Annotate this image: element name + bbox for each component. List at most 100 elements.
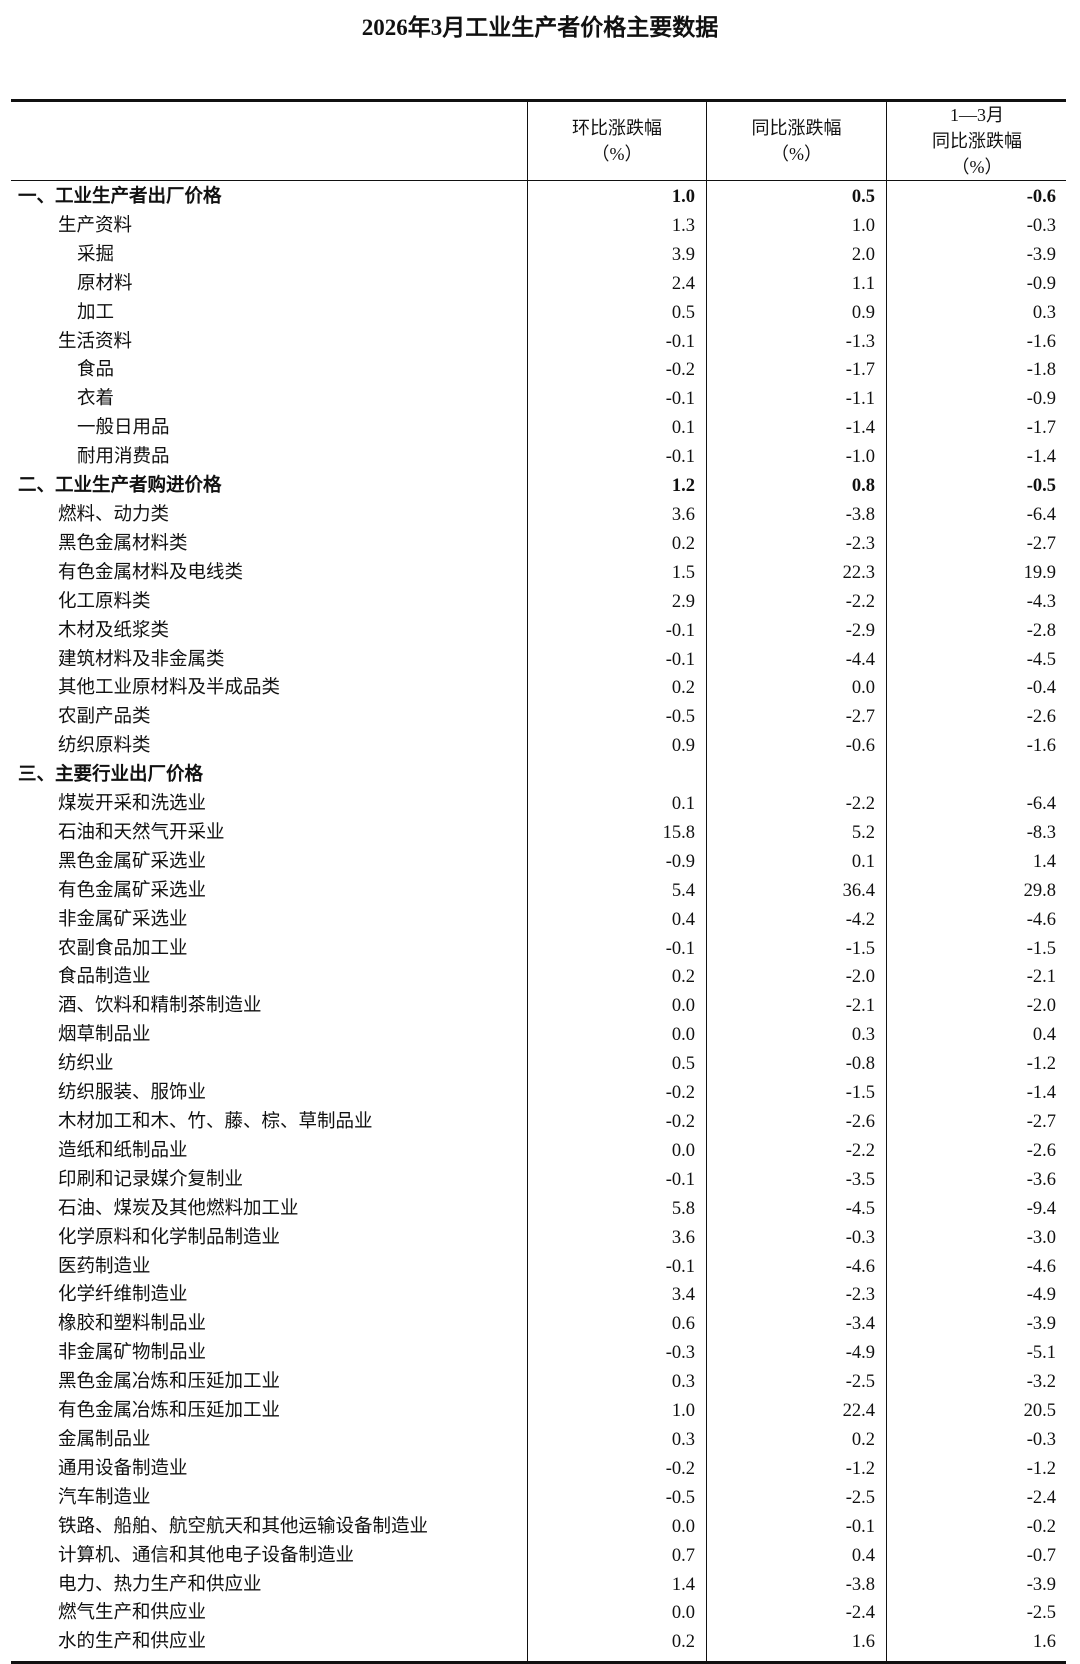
- yoy-value: -0.6: [845, 736, 875, 757]
- yoy-value: 36.4: [842, 880, 875, 901]
- mom-value: 3.6: [671, 1227, 695, 1248]
- ytd-value: 0.4: [1032, 1025, 1056, 1046]
- table-row: 化学原料和化学制品制造业 3.6 -0.3 -3.0: [11, 1224, 1066, 1253]
- row-label: 电力、热力生产和供应业: [58, 1574, 262, 1595]
- mom-value: -0.1: [665, 649, 695, 670]
- table-row: 酒、饮料和精制茶制造业 0.0 -2.1 -2.0: [11, 992, 1066, 1021]
- ytd-value: -6.4: [1026, 504, 1056, 525]
- yoy-value: 0.8: [851, 476, 875, 497]
- yoy-value: -2.5: [845, 1372, 875, 1393]
- row-label: 衣着: [77, 389, 115, 410]
- row-label: 有色金属材料及电线类: [58, 562, 244, 583]
- row-label: 原材料: [77, 273, 133, 294]
- yoy-value: -2.3: [845, 1285, 875, 1306]
- ytd-value: -2.6: [1026, 707, 1056, 728]
- ytd-value: -1.2: [1026, 1458, 1056, 1479]
- ppi-table: 环比涨跌幅 （%） 同比涨跌幅 （%） 1—3月 同比涨跌幅 （%） 一、工业生…: [11, 99, 1066, 1664]
- row-label: 燃料、动力类: [58, 504, 170, 525]
- table-row: 非金属矿物制品业 -0.3 -4.9 -5.1: [11, 1339, 1066, 1368]
- row-label: 印刷和记录媒介复制业: [58, 1169, 244, 1190]
- mom-value: 0.1: [671, 418, 695, 439]
- mom-value: -0.1: [665, 447, 695, 468]
- mom-value: 0.2: [671, 1632, 695, 1653]
- ytd-value: -0.4: [1026, 678, 1056, 699]
- mom-value: 1.4: [671, 1574, 695, 1595]
- table-row: 汽车制造业 -0.5 -2.5 -2.4: [11, 1484, 1066, 1513]
- table-row: 印刷和记录媒介复制业 -0.1 -3.5 -3.6: [11, 1166, 1066, 1195]
- mom-value: -0.1: [665, 389, 695, 410]
- ytd-value: -6.4: [1026, 794, 1056, 815]
- mom-value: 1.2: [671, 476, 695, 497]
- ytd-value: -1.4: [1026, 447, 1056, 468]
- ytd-value: -4.6: [1026, 909, 1056, 930]
- table-row: 采掘 3.9 2.0 -3.9: [11, 241, 1066, 270]
- yoy-value: -2.0: [845, 967, 875, 988]
- table-row: 生活资料 -0.1 -1.3 -1.6: [11, 328, 1066, 357]
- row-label: 煤炭开采和洗选业: [58, 794, 207, 815]
- row-label: 一般日用品: [77, 418, 170, 439]
- yoy-value: -4.2: [845, 909, 875, 930]
- mom-value: -0.2: [665, 1083, 695, 1104]
- row-label: 烟草制品业: [58, 1025, 151, 1046]
- mom-value: 0.2: [671, 533, 695, 554]
- ytd-value: -0.6: [1026, 187, 1056, 207]
- yoy-value: 1.1: [851, 273, 875, 294]
- table-row: 烟草制品业 0.0 0.3 0.4: [11, 1021, 1066, 1050]
- yoy-value: 1.6: [851, 1632, 875, 1653]
- yoy-value: -0.1: [845, 1516, 875, 1537]
- table-row: 黑色金属冶炼和压延加工业 0.3 -2.5 -3.2: [11, 1368, 1066, 1397]
- row-label: 加工: [77, 302, 115, 323]
- yoy-value: 5.2: [851, 822, 875, 843]
- table-row: 食品 -0.2 -1.7 -1.8: [11, 356, 1066, 385]
- yoy-value: -2.3: [845, 533, 875, 554]
- mom-value: 3.4: [671, 1285, 695, 1306]
- table-row: 电力、热力生产和供应业 1.4 -3.8 -3.9: [11, 1571, 1066, 1600]
- row-label: 其他工业原材料及半成品类: [58, 678, 281, 699]
- mom-value: 1.5: [671, 562, 695, 583]
- row-label: 酒、饮料和精制茶制造业: [58, 996, 262, 1017]
- ytd-value: 20.5: [1023, 1401, 1056, 1422]
- ytd-value: 19.9: [1023, 562, 1056, 583]
- yoy-value: -1.5: [845, 1083, 875, 1104]
- row-label: 建筑材料及非金属类: [58, 649, 225, 670]
- header-ytd: 1—3月 同比涨跌幅 （%）: [886, 102, 1067, 180]
- ytd-value: -4.6: [1026, 1256, 1056, 1277]
- yoy-value: 0.0: [851, 678, 875, 699]
- ytd-value: -0.3: [1026, 215, 1056, 236]
- table-row: 有色金属冶炼和压延加工业 1.0 22.4 20.5: [11, 1397, 1066, 1426]
- ytd-value: -0.2: [1026, 1516, 1056, 1537]
- mom-value: 0.2: [671, 678, 695, 699]
- row-label: 非金属矿物制品业: [58, 1343, 207, 1364]
- mom-value: -0.1: [665, 331, 695, 352]
- row-label: 三、主要行业出厂价格: [18, 765, 204, 786]
- mom-value: 0.6: [671, 1314, 695, 1335]
- table-header: 环比涨跌幅 （%） 同比涨跌幅 （%） 1—3月 同比涨跌幅 （%）: [11, 102, 1066, 181]
- column-divider: [527, 181, 528, 1662]
- ytd-value: -2.8: [1026, 620, 1056, 641]
- yoy-value: -2.2: [845, 1140, 875, 1161]
- ytd-value: -0.7: [1026, 1545, 1056, 1566]
- row-label: 食品制造业: [58, 967, 151, 988]
- mom-value: -0.1: [665, 1169, 695, 1190]
- mom-value: 1.0: [671, 187, 695, 207]
- header-ytd-line: 同比涨跌幅: [932, 131, 1022, 151]
- table-row: 铁路、船舶、航空航天和其他运输设备制造业 0.0 -0.1 -0.2: [11, 1513, 1066, 1542]
- yoy-value: 0.5: [851, 187, 875, 207]
- yoy-value: -3.8: [845, 504, 875, 525]
- yoy-value: 22.3: [842, 562, 875, 583]
- ytd-value: -3.6: [1026, 1169, 1056, 1190]
- mom-value: 0.3: [671, 1372, 695, 1393]
- row-label: 黑色金属冶炼和压延加工业: [58, 1372, 281, 1393]
- mom-value: 0.5: [671, 1054, 695, 1075]
- mom-value: 0.4: [671, 909, 695, 930]
- row-label: 有色金属冶炼和压延加工业: [58, 1401, 281, 1422]
- row-label: 纺织业: [58, 1054, 114, 1075]
- mom-value: 0.5: [671, 302, 695, 323]
- table-row: 纺织业 0.5 -0.8 -1.2: [11, 1050, 1066, 1079]
- yoy-value: -3.8: [845, 1574, 875, 1595]
- yoy-value: -2.2: [845, 794, 875, 815]
- yoy-value: -2.1: [845, 996, 875, 1017]
- row-label: 通用设备制造业: [58, 1458, 188, 1479]
- yoy-value: 2.0: [851, 244, 875, 265]
- row-label: 汽车制造业: [58, 1487, 151, 1508]
